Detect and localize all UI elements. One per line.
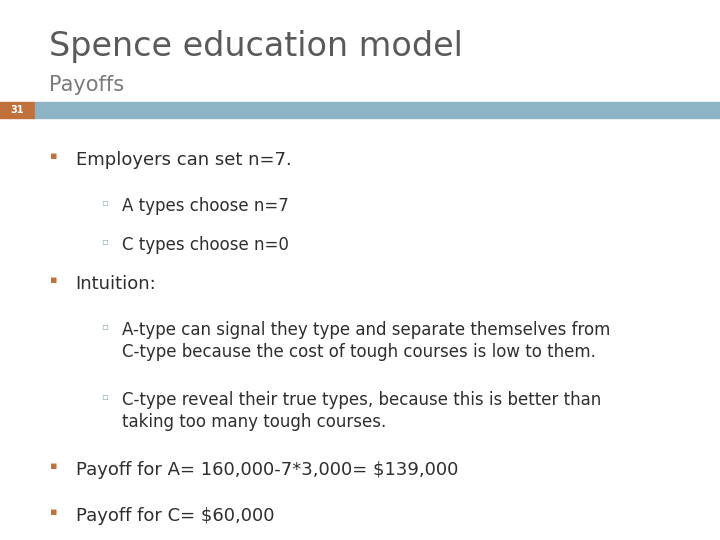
Text: ▫: ▫ [101, 197, 108, 207]
Text: ▫: ▫ [101, 321, 108, 331]
Text: Payoffs: Payoffs [49, 75, 124, 94]
Text: Intuition:: Intuition: [76, 275, 156, 293]
Text: C types choose n=0: C types choose n=0 [122, 236, 289, 254]
Text: ▪: ▪ [50, 275, 58, 285]
Text: ▫: ▫ [101, 391, 108, 401]
Text: ▪: ▪ [50, 507, 58, 517]
Text: A-type can signal they type and separate themselves from
C-type because the cost: A-type can signal they type and separate… [122, 321, 611, 361]
Text: Payoff for A= 160,000-7*3,000= $139,000: Payoff for A= 160,000-7*3,000= $139,000 [76, 461, 458, 479]
Text: ▪: ▪ [50, 151, 58, 161]
Bar [0, 102, 35, 118]
Text: A types choose n=7: A types choose n=7 [122, 197, 289, 215]
Bar [35, 102, 720, 118]
Text: ▪: ▪ [50, 461, 58, 471]
Text: 31: 31 [11, 105, 24, 114]
Text: Spence education model: Spence education model [49, 30, 463, 63]
Text: Payoff for C= $60,000: Payoff for C= $60,000 [76, 507, 274, 525]
Text: Employers can set n=7.: Employers can set n=7. [76, 151, 292, 169]
Text: ▫: ▫ [101, 236, 108, 246]
Text: C-type reveal their true types, because this is better than
taking too many toug: C-type reveal their true types, because … [122, 391, 602, 431]
